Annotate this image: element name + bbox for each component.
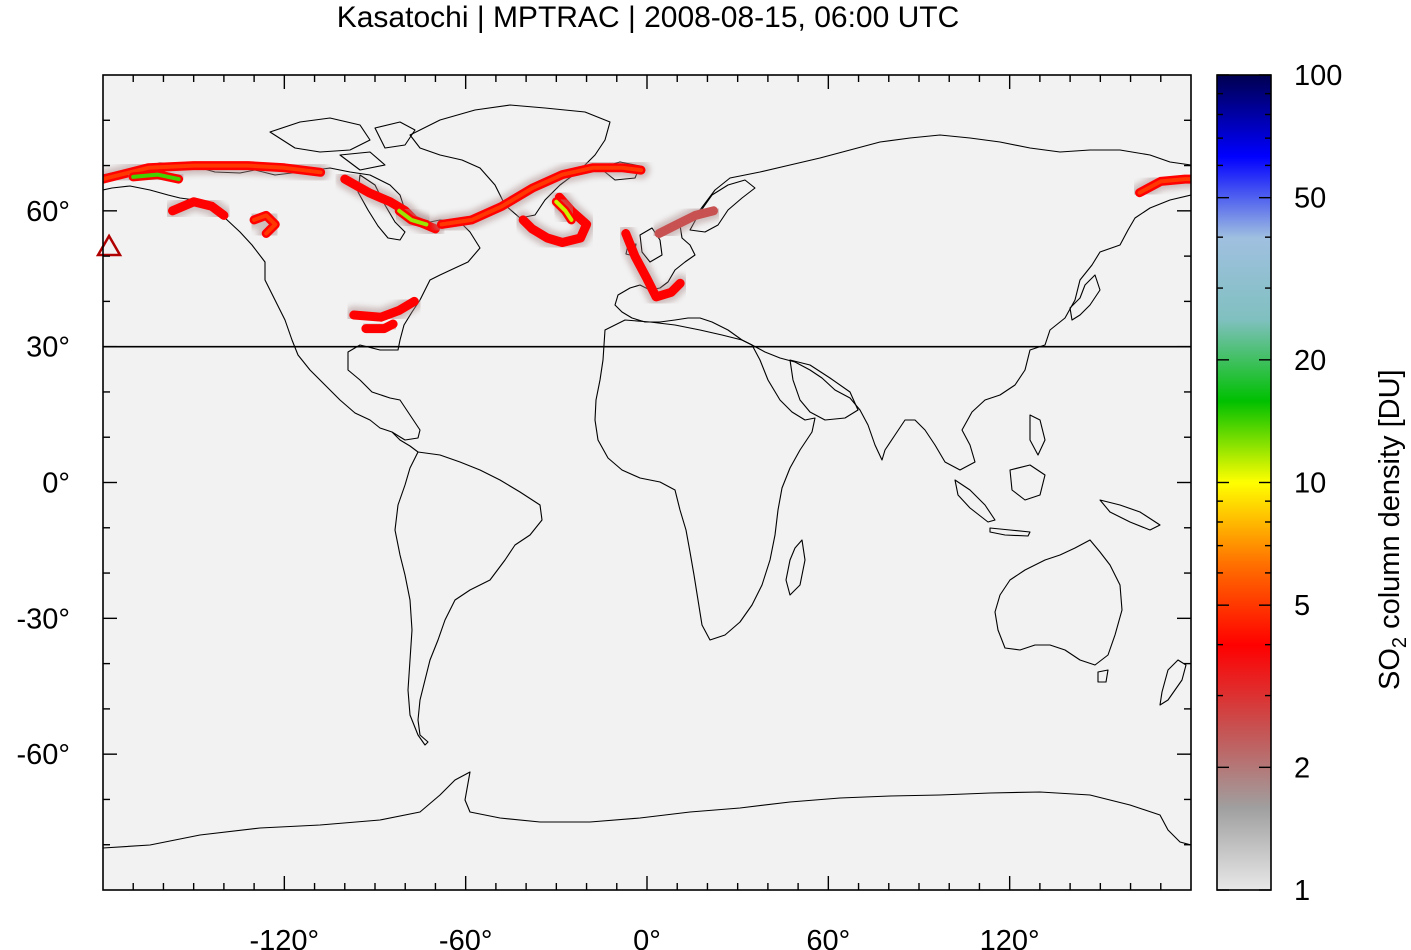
plume-9 (616, 224, 690, 306)
coast-north-america (103, 162, 481, 441)
coast-japan (1069, 274, 1101, 321)
coast-java (989, 527, 1031, 537)
plume-8 (547, 192, 581, 229)
plume-2 (163, 192, 233, 225)
x-tick-label: -60° (439, 925, 493, 950)
coast-scandinavia (689, 179, 756, 233)
plume-core (351, 299, 417, 320)
y-tick-label: 60° (26, 196, 70, 228)
colorbar-tick-label: 20 (1294, 345, 1326, 377)
x-tick-label: -120° (250, 925, 320, 950)
y-tick-label: -60° (16, 739, 70, 771)
coast-borneo (1009, 464, 1046, 501)
x-tick-label: 0° (633, 925, 661, 950)
colorbar-title: SO2 column density [DU] (1374, 369, 1411, 690)
plume-5 (390, 201, 436, 234)
x-tick-label: 60° (806, 925, 850, 950)
coast-central-america (391, 431, 419, 453)
map-background (103, 75, 1191, 890)
plume-13 (1130, 170, 1191, 202)
plume-core (170, 199, 226, 218)
colorbar-tick-label: 1 (1294, 875, 1310, 907)
coast-new-guinea (1099, 499, 1161, 531)
plume-11 (344, 292, 424, 327)
colorbar-tick-label: 100 (1294, 60, 1342, 92)
colorbar-tick-labels: 1 2 5 10 20 50 100 (1294, 60, 1342, 907)
plume-core (131, 172, 181, 182)
plume-core (252, 213, 278, 236)
plume-core (397, 208, 429, 227)
y-tick-label: 30° (26, 332, 70, 364)
coast-new-zealand (1159, 659, 1187, 706)
plume-core (657, 208, 716, 236)
x-tick-label: 120° (980, 925, 1040, 950)
coast-arctic-islands (269, 117, 416, 171)
coast-sumatra (954, 479, 996, 523)
y-tick-label: 0° (42, 468, 70, 500)
coast-eurasia (614, 134, 1191, 471)
plume-3 (245, 206, 285, 243)
plume-core (439, 165, 643, 227)
plume-6 (432, 158, 650, 234)
coast-antarctica (103, 771, 1191, 849)
coast-tasmania (1097, 669, 1109, 683)
coast-arabia (789, 359, 859, 421)
colorbar-tick-label: 5 (1294, 590, 1310, 622)
plume-core (623, 231, 683, 299)
axis-ticks (103, 75, 1191, 890)
y-tick-label: -30° (16, 603, 70, 635)
coast-south-america (394, 451, 543, 746)
axis-tick-labels: -120° -60° 0° 60° 120° 60° 30° 0° -30° -60° (16, 196, 1039, 950)
coast-australia (994, 539, 1123, 666)
plume-core (1137, 177, 1191, 195)
colorbar-tick-label: 10 (1294, 468, 1326, 500)
coast-philippines (1029, 414, 1046, 456)
plume-core (363, 322, 396, 331)
colorbar-ticks (1217, 74, 1271, 891)
so2-plumes (103, 156, 1191, 338)
plume-1 (124, 165, 188, 189)
plume-core (554, 199, 574, 222)
chart-title: Kasatochi | MPTRAC | 2008-08-15, 06:00 U… (336, 1, 960, 34)
colorbar-tick-label: 2 (1294, 752, 1310, 784)
colorbar-tick-label: 50 (1294, 183, 1326, 215)
plume-12 (356, 315, 403, 338)
coast-africa (594, 319, 816, 641)
coast-madagascar (785, 539, 806, 596)
plume-10 (650, 201, 723, 243)
